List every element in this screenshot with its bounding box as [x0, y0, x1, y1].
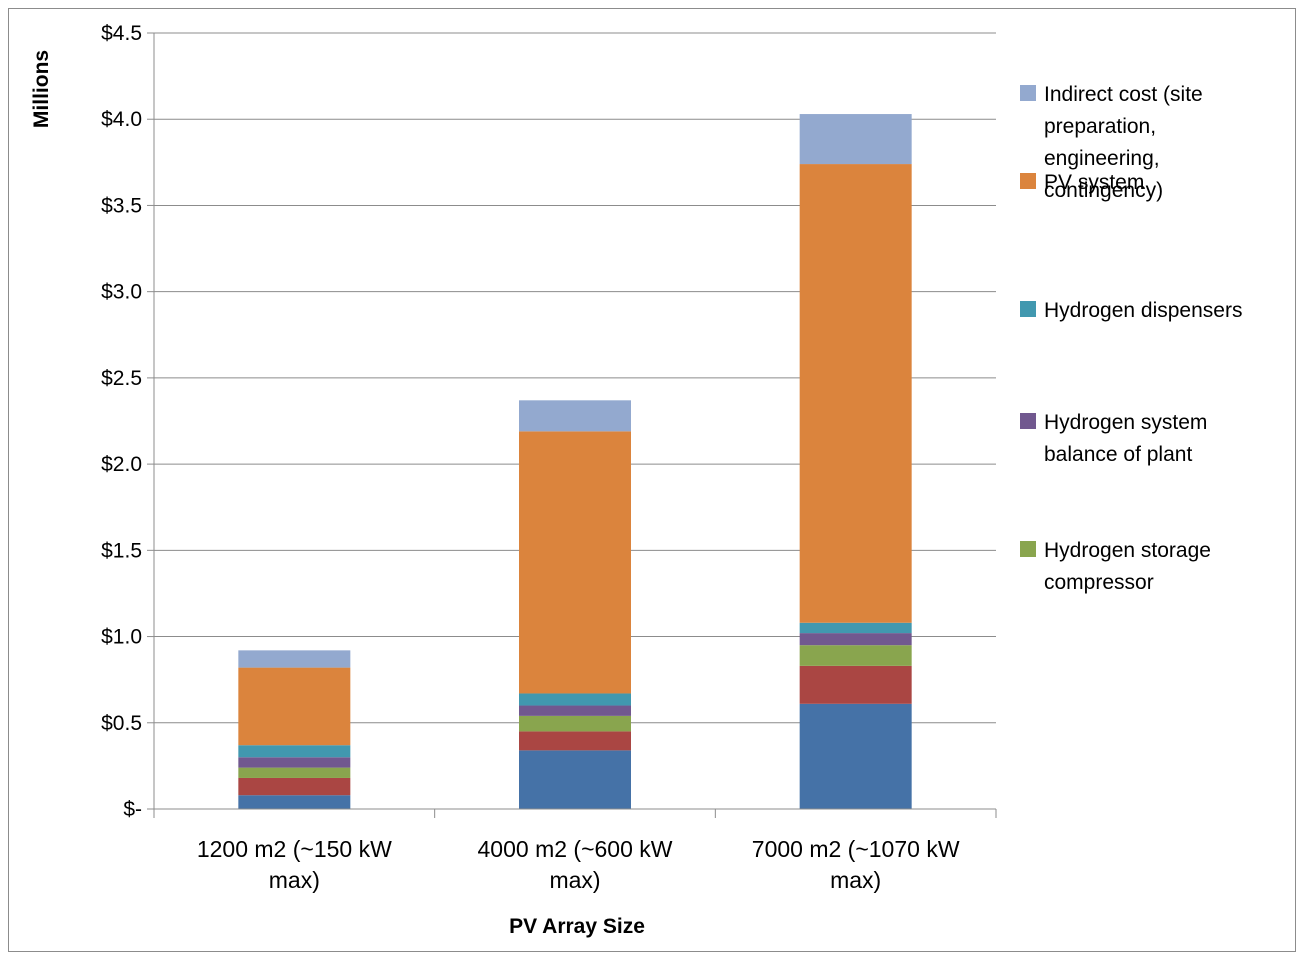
x-tick-label: max)	[830, 867, 881, 893]
bar-segment	[238, 745, 351, 758]
legend-swatch	[1020, 301, 1036, 317]
bar-segment	[519, 400, 631, 432]
bar-segment	[799, 622, 912, 634]
bar-segment	[799, 703, 912, 809]
bar-segment	[519, 431, 631, 694]
bar-segment	[238, 667, 351, 746]
legend-swatch	[1020, 541, 1036, 557]
y-tick-label: $3.5	[101, 194, 142, 217]
y-tick-label: $0.5	[101, 712, 142, 735]
axes: $- $0.5 $1.0 $1.5 $2.0 $2.5 $3.0 $3.5 $4.0 $4.5 12…	[101, 22, 997, 893]
bar-segment	[519, 693, 631, 706]
bar-segment	[238, 767, 351, 778]
y-tick-label: $2.5	[101, 367, 142, 390]
bar-segment	[799, 645, 912, 666]
y-tick-label: $1.5	[101, 539, 142, 562]
legend-label: Hydrogen dispensers	[1044, 299, 1242, 322]
y-tick-label: $1.0	[101, 626, 142, 649]
legend-label: PV system	[1044, 171, 1144, 194]
chart-frame: $- $0.5 $1.0 $1.5 $2.0 $2.5 $3.0 $3.5 $4.0 $4.5 12…	[8, 8, 1296, 952]
legend-label: Hydrogen system	[1044, 411, 1207, 434]
legend-label: balance of plant	[1044, 443, 1192, 466]
x-axis-title: PV Array Size	[509, 915, 645, 938]
legend-item: Indirect cost (site preparation, engineeri…	[1020, 83, 1203, 202]
x-tick-label: 7000 m2 (~1070 kW	[752, 836, 960, 862]
bar-segment	[238, 795, 351, 809]
y-tick-label: $2.0	[101, 453, 142, 476]
legend-label: compressor	[1044, 571, 1154, 594]
bar-segment	[519, 731, 631, 751]
bar-segment	[238, 757, 351, 768]
x-tick-label: max)	[269, 867, 320, 893]
legend-swatch	[1020, 173, 1036, 189]
bar-segment	[799, 164, 912, 623]
bar-segment	[799, 114, 912, 165]
gridlines	[154, 32, 996, 724]
bar-segment	[238, 650, 351, 668]
y-axis-title: Millions	[30, 50, 53, 128]
bar-segment	[799, 665, 912, 704]
y-tick-label: $3.0	[101, 281, 142, 304]
legend-item: PV system	[1020, 171, 1144, 194]
bar-segment	[519, 715, 631, 732]
y-tick-label: $4.0	[101, 108, 142, 131]
y-tick-label: $-	[123, 798, 142, 821]
legend-item: Hydrogen dispensers	[1020, 299, 1242, 322]
bar-segment	[238, 777, 351, 796]
legend-label: preparation,	[1044, 115, 1156, 138]
legend-label: Indirect cost (site	[1044, 83, 1203, 106]
legend-label: engineering,	[1044, 147, 1160, 170]
legend-label: Hydrogen storage	[1044, 539, 1211, 562]
bar-segment	[519, 750, 631, 809]
legend-swatch	[1020, 85, 1036, 101]
bar-segment	[799, 633, 912, 646]
y-tick-label: $4.5	[101, 22, 142, 45]
x-tick-label: max)	[549, 867, 600, 893]
stacked-bar-chart: $- $0.5 $1.0 $1.5 $2.0 $2.5 $3.0 $3.5 $4.0 $4.5 12…	[30, 22, 1242, 938]
x-tick-label: 4000 m2 (~600 kW	[478, 836, 673, 862]
legend-swatch	[1020, 413, 1036, 429]
bars	[238, 114, 912, 809]
legend-item: Hydrogen system balance of plant	[1020, 411, 1207, 466]
legend-item: Hydrogen storage compressor	[1020, 539, 1211, 594]
legend: Indirect cost (site preparation, engineeri…	[1020, 83, 1242, 594]
legend-label: contingency)	[1044, 179, 1163, 202]
bar-segment	[519, 705, 631, 716]
x-tick-label: 1200 m2 (~150 kW	[197, 836, 392, 862]
